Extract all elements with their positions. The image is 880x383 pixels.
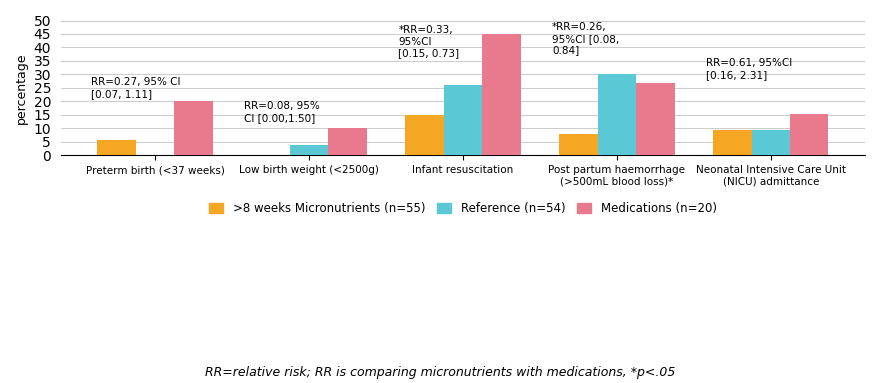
Bar: [98, 140, 136, 155]
Bar: [406, 115, 444, 155]
Bar: [482, 34, 521, 155]
Bar: [636, 83, 675, 155]
Y-axis label: percentage: percentage: [15, 52, 28, 124]
Bar: [713, 130, 752, 155]
Bar: [290, 145, 328, 155]
Bar: [444, 85, 482, 155]
Bar: [752, 130, 790, 155]
Legend: >8 weeks Micronutrients (n=55), Reference (n=54), Medications (n=20): >8 weeks Micronutrients (n=55), Referenc…: [204, 197, 722, 220]
Bar: [174, 101, 213, 155]
Text: RR=0.08, 95%
CI [0.00,1.50]: RR=0.08, 95% CI [0.00,1.50]: [245, 101, 320, 123]
Bar: [598, 74, 636, 155]
Text: RR=0.61, 95%CI
[0.16, 2.31]: RR=0.61, 95%CI [0.16, 2.31]: [706, 58, 792, 80]
Bar: [790, 114, 828, 155]
Text: RR=relative risk; RR is comparing micronutrients with medications, *p<.05: RR=relative risk; RR is comparing micron…: [205, 366, 675, 379]
Text: RR=0.27, 95% CI
[0.07, 1.11]: RR=0.27, 95% CI [0.07, 1.11]: [91, 77, 180, 99]
Bar: [559, 134, 598, 155]
Text: *RR=0.33,
95%CI
[0.15, 0.73]: *RR=0.33, 95%CI [0.15, 0.73]: [399, 25, 459, 58]
Text: *RR=0.26,
95%CI [0.08,
0.84]: *RR=0.26, 95%CI [0.08, 0.84]: [553, 22, 620, 56]
Bar: [328, 128, 367, 155]
